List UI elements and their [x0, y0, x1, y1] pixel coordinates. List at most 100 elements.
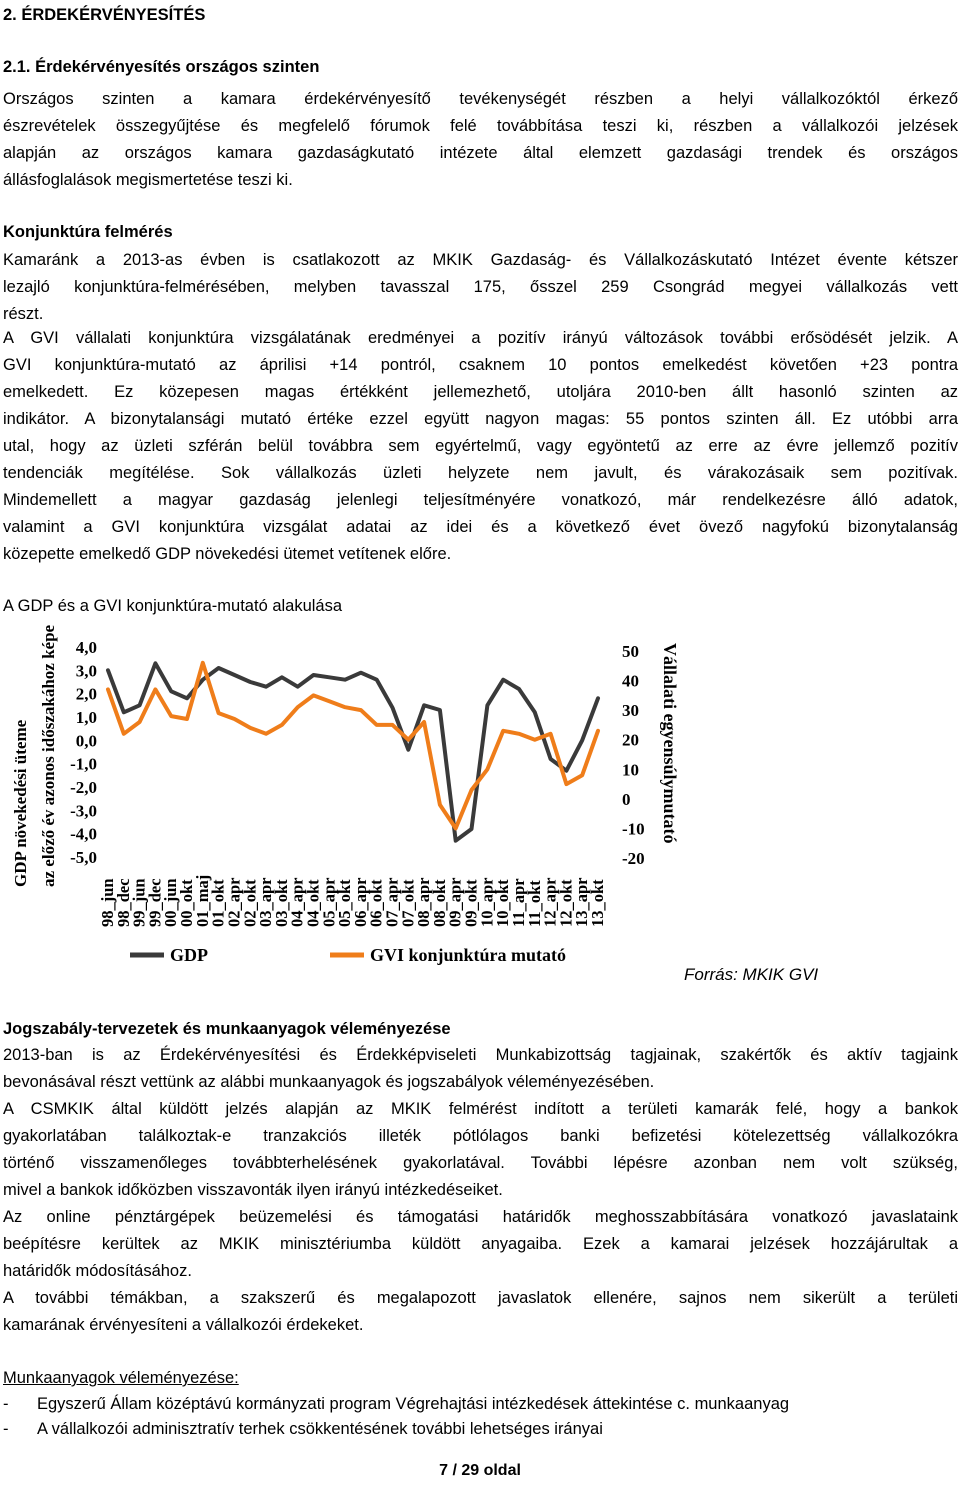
x-tick-label: 00_jun: [161, 878, 180, 927]
left-axis-title: GDP növekedési üteme az előző év azonos i…: [11, 625, 58, 887]
x-tick-label: 09_okt: [462, 879, 481, 927]
paragraph-line: A GVI vállalati konjunktúra vizsgálatána…: [3, 329, 958, 347]
right-axis-title: Vállalati egyensúlymutató: [660, 643, 680, 844]
list-item: Egyszerű Állam középtávú kormányzati pro…: [37, 1395, 790, 1413]
right-tick-label: 40: [622, 672, 639, 691]
paragraph-line: beépítésre kerültek az MKIK minisztérium…: [3, 1235, 958, 1253]
list-dash: -: [3, 1395, 9, 1413]
paragraph-line: Mindemellett a magyar gazdaság jelenlegi…: [3, 491, 958, 509]
legend-label: GVI konjunktúra mutató: [370, 945, 566, 965]
right-tick-label: -10: [622, 819, 645, 838]
x-tick-label: 08_okt: [430, 879, 449, 927]
paragraph-line: tendenciák megítélése. Sok vállalkozás ü…: [3, 464, 958, 482]
x-tick-label: 05_apr: [319, 878, 338, 928]
paragraph-line: mivel a bankok időközben visszavonták il…: [3, 1181, 503, 1199]
left-axis-title-line: az előző év azonos időszakához képest %: [39, 625, 58, 887]
right-tick-label: 10: [622, 760, 639, 779]
paragraph-line: A további témákban, a szakszerű és megal…: [3, 1289, 958, 1307]
x-tick-label: 07_okt: [398, 879, 417, 927]
left-tick-label: 1,0: [76, 708, 97, 727]
paragraph-line: GVI konjunktúra-mutató az áprilisi +14 p…: [3, 356, 958, 374]
paragraph-line: Az online pénztárgépek beüzemelési és tá…: [3, 1208, 958, 1226]
left-tick-label: -5,0: [70, 848, 97, 867]
x-tick-label: 06_apr: [351, 878, 370, 928]
right-tick-label: 50: [622, 642, 639, 661]
right-tick-label: -20: [622, 849, 645, 868]
legend-label: GDP: [170, 945, 208, 965]
x-tick-label: 06_okt: [367, 879, 386, 927]
right-tick-label: 20: [622, 731, 639, 750]
x-tick-label: 03_apr: [256, 878, 275, 928]
paragraph-line: kamarának érvényesíteni a vállalkozói ér…: [3, 1316, 364, 1334]
right-axis-ticks: 50 40 30 20 10 0 -10 -20: [622, 642, 645, 868]
paragraph-line: valamint a GVI konjunktúra vizsgálat ada…: [3, 518, 958, 536]
x-tick-label: 99_dec: [145, 878, 164, 927]
x-tick-label: 01_maj: [193, 875, 212, 927]
x-tick-label: 11_okt: [525, 880, 544, 927]
gdp-gvi-chart: GDP növekedési üteme az előző év azonos i…: [11, 625, 680, 965]
left-axis-ticks: 4,0 3,0 2,0 1,0 0,0 -1,0 -2,0 -3,0 -4,0 -5,0: [70, 638, 97, 867]
x-tick-label: 11_apr: [509, 878, 528, 927]
x-tick-label: 03_okt: [272, 879, 291, 927]
series-layer: [106, 660, 600, 843]
chart-source: Forrás: MKIK GVI: [684, 965, 819, 984]
x-tick-label: 10_okt: [493, 879, 512, 927]
left-tick-label: 2,0: [76, 685, 97, 704]
x-tick-label: 12_apr: [541, 878, 560, 928]
right-tick-label: 30: [622, 701, 639, 720]
section-heading: 2. ÉRDEKÉRVÉNYESÍTÉS: [3, 6, 206, 24]
munkaanyagok-heading: Munkaanyagok véleményezése:: [3, 1369, 239, 1387]
left-tick-label: -2,0: [70, 778, 97, 797]
x-tick-label: 13_okt: [588, 879, 607, 927]
paragraph-line: történő visszamenőleges továbbterhelésén…: [3, 1154, 958, 1172]
paragraph-line: lezajló konjunktúra-felmérésében, melybe…: [3, 278, 958, 296]
paragraph-line: A CSMKIK által küldött jelzés alapján az…: [3, 1100, 958, 1118]
subsection-heading: 2.1. Érdekérvényesítés országos szinten: [3, 58, 320, 76]
x-tick-label: 04_okt: [303, 879, 322, 927]
x-tick-label: 02_apr: [224, 878, 243, 928]
paragraph-line: Országos szinten a kamara érdekérvényesí…: [3, 90, 958, 108]
paragraph-line: határidők módosításához.: [3, 1262, 192, 1280]
jogszabaly-heading: Jogszabály-tervezetek és munkaanyagok vé…: [3, 1020, 451, 1038]
list-dash: -: [3, 1420, 9, 1438]
left-tick-label: 4,0: [76, 638, 97, 657]
paragraph-line: Kamaránk a 2013-as évben is csatlakozott…: [3, 251, 958, 269]
paragraph-line: észrevételek összegyűjtése és megfelelő …: [3, 117, 958, 135]
x-tick-label: 01_okt: [209, 879, 228, 927]
list-item: A vállalkozói adminisztratív terhek csök…: [37, 1420, 603, 1438]
x-tick-label: 98_dec: [114, 878, 133, 927]
x-tick-label: 05_okt: [335, 879, 354, 927]
chart-legend: GDP GVI konjunktúra mutató: [130, 945, 566, 965]
paragraph-line: gyakorlatában találkoztak-e tranzakciós …: [3, 1127, 958, 1145]
x-tick-label: 99_jun: [130, 878, 149, 927]
x-tick-label: 02_okt: [240, 879, 259, 927]
left-tick-label: 3,0: [76, 661, 97, 680]
right-tick-label: 0: [622, 790, 631, 809]
x-axis-ticks: 98_jun98_dec99_jun99_dec00_jun00_okt01_m…: [98, 875, 607, 927]
konjunktura-heading: Konjunktúra felmérés: [3, 223, 173, 241]
x-tick-label: 00_okt: [177, 879, 196, 927]
x-tick-label: 09_apr: [446, 878, 465, 928]
right-axis-title: Vállalati egyensúlymutató: [660, 643, 680, 844]
paragraph-line: indikátor. A bizonytalansági mutató érté…: [3, 410, 958, 428]
paragraph-line: utal, hogy az üzleti szférán belül továb…: [3, 437, 958, 455]
x-tick-label: 13_apr: [572, 878, 591, 928]
series-line-gvi: [106, 660, 600, 831]
x-tick-label: 08_apr: [414, 878, 433, 928]
left-tick-label: 0,0: [76, 731, 97, 750]
x-tick-label: 04_apr: [288, 878, 307, 928]
page-number: 7 / 29 oldal: [439, 1462, 521, 1479]
x-tick-label: 12_okt: [556, 879, 575, 927]
paragraph-line: közepette emelkedő GDP növekedési ütemet…: [3, 545, 452, 563]
x-tick-label: 10_apr: [477, 878, 496, 928]
paragraph-line: részt.: [3, 305, 44, 323]
x-tick-label: 98_jun: [98, 878, 117, 927]
chart-caption: A GDP és a GVI konjunktúra-mutató alakul…: [3, 597, 343, 615]
paragraph-line: alapján az országos kamara gazdaságkutat…: [3, 144, 958, 162]
left-axis-title-line: GDP növekedési üteme: [11, 719, 30, 887]
left-tick-label: -1,0: [70, 755, 97, 774]
x-tick-label: 07_apr: [383, 878, 402, 928]
paragraph-line: állásfoglalások megismertetése teszi ki.: [3, 171, 293, 189]
series-line-gdp: [106, 661, 600, 843]
paragraph-line: 2013-ban is az Érdekérvényesítési és Érd…: [3, 1046, 958, 1064]
